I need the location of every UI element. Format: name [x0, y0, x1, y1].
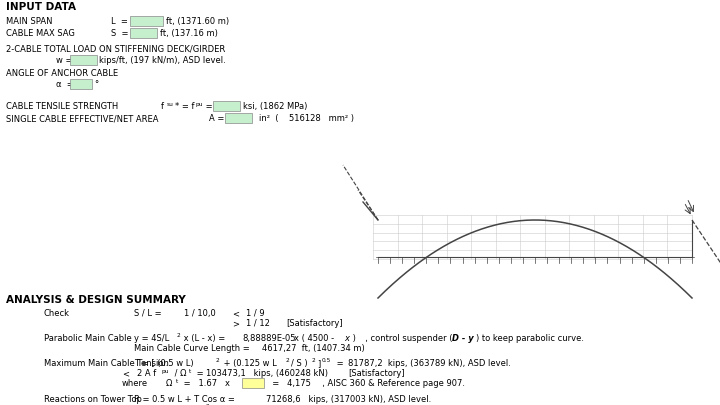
Text: , AISC 360 & Reference page 907.: , AISC 360 & Reference page 907.	[317, 379, 465, 388]
Text: T = [ (0.5 w L): T = [ (0.5 w L)	[134, 359, 194, 368]
Text: where: where	[122, 379, 148, 388]
Text: f: f	[161, 102, 164, 111]
Text: 71268,6   kips, (317003 kN), ASD level.: 71268,6 kips, (317003 kN), ASD level.	[266, 395, 431, 404]
Text: INPUT DATA: INPUT DATA	[6, 2, 76, 12]
Text: pu: pu	[195, 102, 202, 107]
Text: 2,5: 2,5	[245, 379, 258, 388]
Text: 60: 60	[75, 80, 86, 89]
Text: / Ω: / Ω	[172, 369, 186, 378]
Text: Parabolic Main Cable: Parabolic Main Cable	[44, 334, 132, 343]
Text: t: t	[189, 369, 192, 374]
Text: 270: 270	[218, 102, 234, 111]
Text: MAIN SPAN: MAIN SPAN	[6, 17, 53, 26]
Text: ft, (1371.60 m): ft, (1371.60 m)	[166, 17, 229, 26]
Text: <: <	[232, 309, 239, 318]
Text: 8,88889E-05: 8,88889E-05	[242, 334, 295, 343]
Text: ): )	[350, 334, 356, 343]
Text: , control suspender (: , control suspender (	[360, 334, 452, 343]
Text: su: su	[167, 102, 174, 107]
Text: 2 A f: 2 A f	[137, 369, 156, 378]
Text: 450: 450	[136, 29, 152, 38]
Text: 1 / 10,0: 1 / 10,0	[184, 309, 216, 318]
Text: / S ): / S )	[291, 359, 307, 368]
Text: 1 / 12: 1 / 12	[246, 319, 270, 328]
Text: SINGLE CABLE EFFECTIVE/NET AREA: SINGLE CABLE EFFECTIVE/NET AREA	[6, 114, 158, 123]
Text: 4500: 4500	[136, 17, 157, 26]
Bar	[213, 101, 240, 111]
Text: x ( 4500 -: x ( 4500 -	[294, 334, 334, 343]
Text: S / L =: S / L =	[134, 309, 161, 318]
Text: [Satisfactory]: [Satisfactory]	[348, 369, 405, 378]
Text: Check: Check	[44, 309, 70, 318]
Text: =: =	[334, 359, 343, 368]
Text: * = f: * = f	[175, 102, 194, 111]
Text: 0.5: 0.5	[322, 358, 331, 363]
Text: =: =	[194, 369, 204, 378]
Text: pu: pu	[162, 369, 169, 374]
Text: y = 4S/L: y = 4S/L	[134, 334, 169, 343]
Text: 2: 2	[312, 358, 316, 363]
Text: Reactions on Tower Top: Reactions on Tower Top	[44, 395, 142, 404]
Bar	[70, 55, 97, 65]
Text: x: x	[344, 334, 349, 343]
Text: 2: 2	[206, 404, 210, 405]
Text: ]: ]	[317, 359, 320, 368]
Text: =   4,175: = 4,175	[267, 379, 311, 388]
Text: =: =	[203, 102, 212, 111]
Text: A =: A =	[209, 114, 225, 123]
Text: Main Cable Curve Length =: Main Cable Curve Length =	[134, 344, 250, 353]
Text: 1 / 9: 1 / 9	[246, 309, 265, 318]
Text: 2: 2	[286, 358, 289, 363]
Text: ) to keep parabolic curve.: ) to keep parabolic curve.	[476, 334, 584, 343]
Text: =   1.67   x: = 1.67 x	[181, 379, 230, 388]
Text: in²  (    516128   mm² ): in² ( 516128 mm² )	[259, 114, 354, 123]
Text: D - y: D - y	[452, 334, 474, 343]
Text: α  =: α =	[56, 80, 73, 89]
Bar	[242, 378, 264, 388]
Bar	[130, 16, 163, 26]
Text: ANALYSIS & DESIGN SUMMARY: ANALYSIS & DESIGN SUMMARY	[6, 295, 186, 305]
Bar	[70, 79, 92, 89]
Text: 103473,1   kips, (460248 kN): 103473,1 kips, (460248 kN)	[206, 369, 328, 378]
Text: kips/ft, (197 kN/m), ASD level.: kips/ft, (197 kN/m), ASD level.	[99, 56, 226, 65]
Text: 13,5: 13,5	[75, 56, 94, 65]
Text: 2: 2	[177, 333, 181, 338]
Text: Ω: Ω	[166, 379, 172, 388]
Text: + (0.125 w L: + (0.125 w L	[221, 359, 276, 368]
Text: 2: 2	[216, 358, 220, 363]
Text: 81787,2  kips, (363789 kN), ASD level.: 81787,2 kips, (363789 kN), ASD level.	[348, 359, 511, 368]
Text: L  =: L =	[111, 17, 128, 26]
Text: >: >	[232, 319, 239, 328]
Text: ft, (137.16 m): ft, (137.16 m)	[160, 29, 218, 38]
Text: <: <	[122, 369, 129, 378]
Text: CABLE MAX SAG: CABLE MAX SAG	[6, 29, 75, 38]
Bar	[130, 28, 157, 38]
Text: w =: w =	[56, 56, 73, 65]
Text: 4617,27  ft, (1407.34 m): 4617,27 ft, (1407.34 m)	[262, 344, 365, 353]
Text: CABLE TENSILE STRENGTH: CABLE TENSILE STRENGTH	[6, 102, 118, 111]
Text: ANGLE OF ANCHOR CABLE: ANGLE OF ANCHOR CABLE	[6, 69, 118, 78]
Text: 800: 800	[230, 114, 246, 123]
Text: t: t	[176, 379, 179, 384]
Text: R = 0.5 w L + T Cos α =: R = 0.5 w L + T Cos α =	[134, 395, 235, 404]
Text: ksi, (1862 MPa): ksi, (1862 MPa)	[243, 102, 307, 111]
Text: S  =: S =	[111, 29, 128, 38]
Text: Maximum Main Cable Tension: Maximum Main Cable Tension	[44, 359, 169, 368]
Text: 2-CABLE TOTAL LOAD ON STIFFENING DECK/GIRDER: 2-CABLE TOTAL LOAD ON STIFFENING DECK/GI…	[6, 45, 225, 54]
Text: [Satisfactory]: [Satisfactory]	[286, 319, 343, 328]
Text: x (L - x) =: x (L - x) =	[181, 334, 225, 343]
Text: °: °	[94, 80, 98, 89]
Bar	[225, 113, 252, 123]
